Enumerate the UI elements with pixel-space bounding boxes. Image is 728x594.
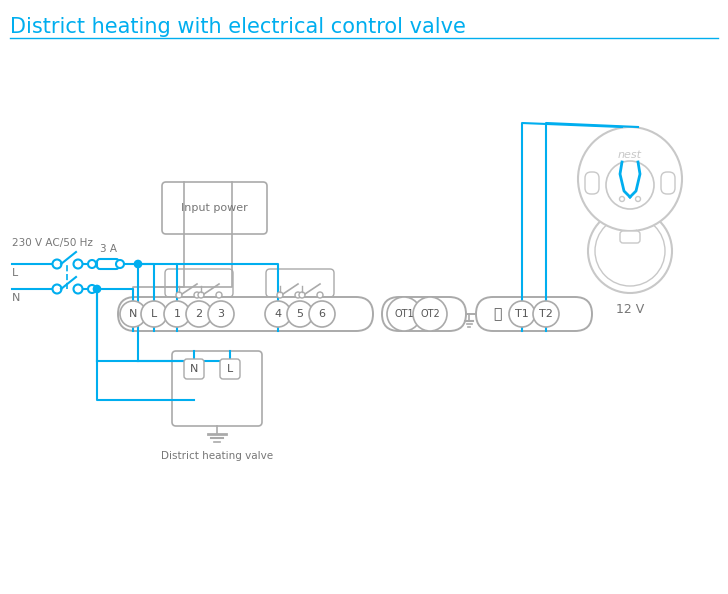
Circle shape	[277, 292, 283, 298]
Text: nest: nest	[622, 229, 638, 238]
Circle shape	[309, 301, 335, 327]
Circle shape	[120, 301, 146, 327]
Circle shape	[588, 209, 672, 293]
Circle shape	[198, 292, 204, 298]
Text: 12 V: 12 V	[616, 303, 644, 316]
Circle shape	[413, 297, 447, 331]
Text: OT2: OT2	[420, 309, 440, 319]
Circle shape	[88, 260, 96, 268]
FancyBboxPatch shape	[476, 297, 592, 331]
Circle shape	[52, 260, 61, 268]
Circle shape	[74, 285, 82, 293]
Text: T2: T2	[539, 309, 553, 319]
Circle shape	[606, 161, 654, 209]
Text: 1: 1	[173, 309, 181, 319]
Circle shape	[176, 292, 182, 298]
Text: 5: 5	[296, 309, 304, 319]
FancyBboxPatch shape	[97, 259, 119, 269]
FancyBboxPatch shape	[172, 351, 262, 426]
Circle shape	[533, 301, 559, 327]
Text: 4: 4	[274, 309, 282, 319]
Circle shape	[186, 301, 212, 327]
Text: L: L	[12, 268, 18, 278]
Circle shape	[141, 301, 167, 327]
Circle shape	[93, 286, 100, 292]
FancyBboxPatch shape	[266, 269, 334, 297]
Circle shape	[578, 127, 682, 231]
Circle shape	[164, 301, 190, 327]
Text: N: N	[12, 293, 20, 303]
Text: 6: 6	[319, 309, 325, 319]
Text: District heating valve: District heating valve	[161, 451, 273, 461]
Circle shape	[116, 260, 124, 268]
Circle shape	[265, 301, 291, 327]
Text: ⏚: ⏚	[493, 307, 501, 321]
FancyBboxPatch shape	[165, 269, 233, 297]
FancyBboxPatch shape	[661, 172, 675, 194]
Circle shape	[620, 197, 625, 201]
Text: N: N	[129, 309, 137, 319]
FancyBboxPatch shape	[620, 231, 640, 243]
Text: 3: 3	[218, 309, 224, 319]
Circle shape	[216, 292, 222, 298]
Text: Input power: Input power	[181, 203, 248, 213]
Text: 3 A: 3 A	[100, 244, 116, 254]
Circle shape	[595, 216, 665, 286]
Circle shape	[52, 285, 61, 293]
Circle shape	[387, 297, 421, 331]
Text: nest: nest	[618, 150, 642, 160]
Text: OT1: OT1	[394, 309, 414, 319]
Text: L: L	[151, 309, 157, 319]
Circle shape	[208, 301, 234, 327]
Text: 230 V AC/50 Hz: 230 V AC/50 Hz	[12, 238, 93, 248]
Circle shape	[88, 285, 96, 293]
Text: 2: 2	[195, 309, 202, 319]
FancyBboxPatch shape	[382, 297, 466, 331]
Circle shape	[135, 261, 141, 267]
Circle shape	[317, 292, 323, 298]
Text: N: N	[190, 364, 198, 374]
Text: L: L	[227, 364, 233, 374]
Text: District heating with electrical control valve: District heating with electrical control…	[10, 17, 466, 37]
FancyBboxPatch shape	[118, 297, 373, 331]
Text: T1: T1	[515, 309, 529, 319]
FancyBboxPatch shape	[585, 172, 599, 194]
Circle shape	[636, 197, 641, 201]
FancyBboxPatch shape	[184, 359, 204, 379]
Circle shape	[194, 292, 200, 298]
Circle shape	[295, 292, 301, 298]
Circle shape	[74, 260, 82, 268]
Circle shape	[509, 301, 535, 327]
FancyBboxPatch shape	[162, 182, 267, 234]
Circle shape	[287, 301, 313, 327]
FancyBboxPatch shape	[220, 359, 240, 379]
Circle shape	[299, 292, 305, 298]
